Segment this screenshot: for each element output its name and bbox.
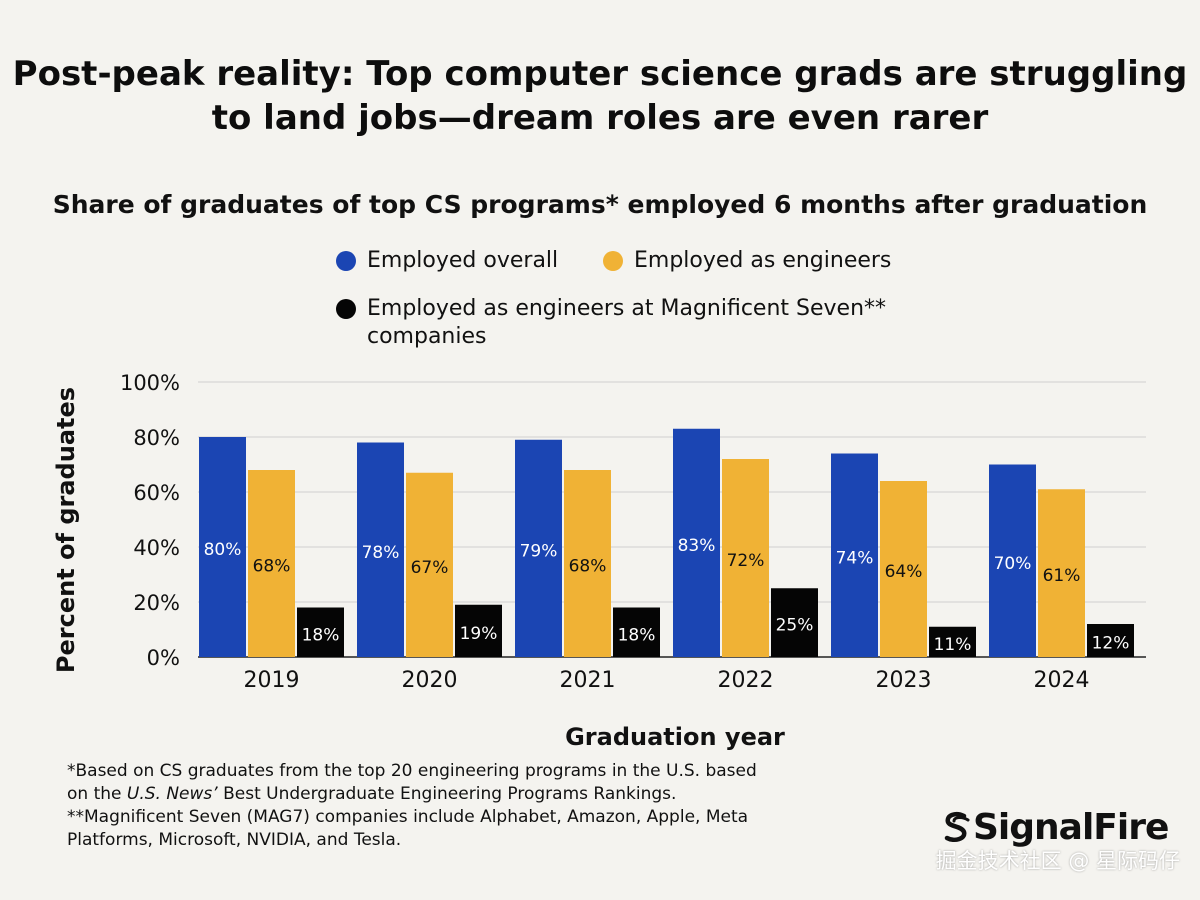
- data-label: 80%: [204, 540, 242, 560]
- data-label: 83%: [678, 536, 716, 556]
- legend-label: Employed as engineers at Magnificent Sev…: [367, 296, 887, 349]
- bar-employed-mag7: [297, 607, 344, 657]
- data-label: 25%: [776, 616, 814, 636]
- y-tick-label: 60%: [133, 481, 180, 505]
- bar-employed-engineers: [1038, 489, 1085, 657]
- x-tick-label: 2019: [244, 668, 300, 693]
- y-axis-title: Percent of graduates: [52, 387, 80, 673]
- signalfire-logo: SignalFire: [944, 806, 1169, 850]
- bar-employed-overall: [515, 439, 562, 657]
- chart-subtitle: Share of graduates of top CS programs* e…: [52, 190, 1148, 219]
- data-label: 78%: [362, 543, 400, 563]
- bar-employed-engineers: [564, 470, 611, 657]
- data-label: 18%: [618, 625, 656, 645]
- signalfire-logo-icon: [944, 812, 970, 842]
- data-label: 19%: [460, 624, 498, 644]
- bar-employed-overall: [357, 442, 404, 657]
- legend-label: Employed overall: [367, 248, 559, 273]
- legend-item-employed-overall: Employed overall: [336, 247, 558, 275]
- bar-employed-engineers: [722, 459, 769, 657]
- bar-employed-overall: [831, 453, 878, 657]
- footnote-line-1: *Based on CS graduates from the top 20 e…: [67, 761, 757, 781]
- x-tick-label: 2020: [402, 668, 458, 693]
- legend-marker: [336, 251, 356, 271]
- data-label: 12%: [1092, 634, 1130, 654]
- data-label: 18%: [302, 625, 340, 645]
- bar-employed-engineers: [406, 472, 453, 657]
- y-tick-label: 100%: [120, 371, 180, 395]
- data-label: 79%: [520, 541, 558, 561]
- bar-employed-mag7: [771, 588, 818, 657]
- bar-employed-overall: [199, 437, 246, 657]
- chart-title: Post-peak reality: Top computer science …: [12, 54, 1188, 138]
- x-axis-title: Graduation year: [565, 723, 785, 751]
- bar-employed-mag7: [1087, 624, 1134, 657]
- y-tick-label: 20%: [133, 591, 180, 615]
- x-tick-label: 2024: [1034, 668, 1090, 693]
- bar-employed-overall: [673, 428, 720, 657]
- signalfire-logo-text: SignalFire: [973, 807, 1169, 848]
- x-tick-label: 2023: [876, 668, 932, 693]
- bar-employed-engineers: [248, 470, 295, 657]
- data-label: 68%: [253, 557, 291, 577]
- y-tick-label: 40%: [133, 536, 180, 560]
- y-tick-label: 80%: [133, 426, 180, 450]
- footnote-line-2: on the U.S. News’ Best Undergraduate Eng…: [67, 784, 677, 804]
- bar-employed-mag7: [929, 626, 976, 657]
- bar-employed-mag7: [455, 604, 502, 657]
- data-label: 61%: [1043, 566, 1081, 586]
- bar-employed-engineers: [880, 481, 927, 657]
- data-label: 72%: [727, 551, 765, 571]
- bar-employed-mag7: [613, 607, 660, 657]
- x-tick-label: 2021: [560, 668, 616, 693]
- data-label: 67%: [411, 558, 449, 578]
- watermark: 掘金技术社区 @ 星际码仔: [935, 849, 1180, 873]
- footnote: *Based on CS graduates from the top 20 e…: [67, 760, 867, 852]
- data-label: 70%: [994, 554, 1032, 574]
- data-label: 11%: [934, 635, 972, 655]
- data-label: 64%: [885, 562, 923, 582]
- x-tick-label: 2022: [718, 668, 774, 693]
- legend-label: Employed as engineers: [634, 248, 892, 273]
- bar-employed-overall: [989, 464, 1036, 657]
- legend-marker: [603, 251, 623, 271]
- legend-marker: [336, 299, 356, 319]
- legend-item-employed-engineers: Employed as engineers: [603, 247, 891, 275]
- legend-item-employed-mag7: Employed as engineers at Magnificent Sev…: [336, 295, 926, 351]
- footnote-line-3: **Magnificent Seven (MAG7) companies inc…: [67, 807, 749, 850]
- y-tick-label: 0%: [147, 646, 180, 670]
- bar-chart: 80% 68% 18% 78% 67% 19% 79% 68% 18% 83% 72% 25% 74% 6…: [52, 371, 1146, 751]
- data-label: 68%: [569, 557, 607, 577]
- data-label: 74%: [836, 548, 874, 568]
